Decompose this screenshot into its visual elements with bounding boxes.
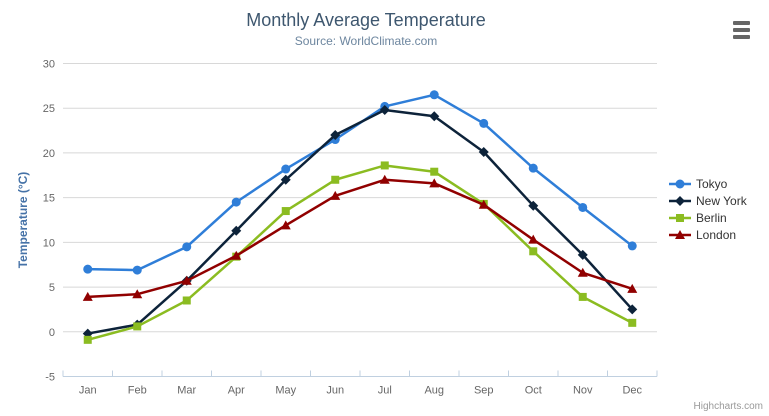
series-line-tokyo bbox=[86, 93, 634, 272]
point-london-triangle-marker[interactable] bbox=[379, 174, 390, 184]
xaxis-label: Jul bbox=[378, 385, 392, 397]
point-tokyo-circle-marker[interactable] bbox=[627, 241, 637, 251]
yaxis-label: 20 bbox=[43, 148, 55, 160]
legend-triangle-marker bbox=[675, 229, 685, 239]
point-new-york-diamond-marker[interactable] bbox=[478, 147, 489, 158]
yaxis-label: 30 bbox=[43, 59, 55, 71]
hamburger-icon bbox=[733, 35, 750, 39]
legend-circle-marker bbox=[675, 179, 685, 188]
point-london-triangle-marker[interactable] bbox=[627, 283, 638, 293]
point-tokyo-circle-marker[interactable] bbox=[182, 242, 192, 252]
legend-label: New York bbox=[696, 193, 747, 208]
point-new-york-diamond-marker[interactable] bbox=[528, 200, 539, 211]
legend-item-berlin[interactable]: Berlin bbox=[669, 209, 747, 226]
point-berlin-square-marker[interactable] bbox=[380, 161, 389, 170]
legend-label: Berlin bbox=[696, 210, 727, 225]
legend-item-tokyo[interactable]: Tokyo bbox=[669, 175, 747, 192]
xaxis-label: Jan bbox=[79, 385, 97, 397]
point-berlin-square-marker[interactable] bbox=[182, 296, 191, 305]
hamburger-icon bbox=[733, 28, 750, 32]
point-berlin-square-marker[interactable] bbox=[628, 318, 637, 327]
legend-diamond-marker bbox=[675, 195, 685, 206]
yaxis-label: 25 bbox=[43, 103, 55, 115]
point-tokyo-circle-marker[interactable] bbox=[83, 264, 93, 274]
xaxis-label: Oct bbox=[525, 385, 542, 397]
yaxis-title: Temperature (°C) bbox=[16, 172, 30, 269]
point-berlin-square-marker[interactable] bbox=[578, 292, 587, 301]
point-london-triangle-marker[interactable] bbox=[478, 199, 489, 209]
xaxis-label: Nov bbox=[573, 385, 593, 397]
xaxis-label: Aug bbox=[424, 385, 444, 397]
point-new-york-diamond-marker[interactable] bbox=[330, 130, 341, 141]
xaxis-label: Sep bbox=[474, 385, 494, 397]
point-london-triangle-marker[interactable] bbox=[132, 289, 143, 299]
series-line-new-york bbox=[86, 108, 634, 335]
chart-subtitle: Source: WorldClimate.com bbox=[294, 34, 438, 48]
point-tokyo-circle-marker[interactable] bbox=[528, 163, 538, 173]
point-london-triangle-marker[interactable] bbox=[577, 267, 588, 277]
series-line-berlin bbox=[86, 164, 634, 342]
context-menu-button[interactable] bbox=[733, 21, 750, 42]
legend-square-marker bbox=[676, 213, 684, 222]
xaxis-label: May bbox=[275, 385, 296, 397]
legend-circle-icon bbox=[669, 179, 691, 188]
point-new-york-diamond-marker[interactable] bbox=[429, 111, 440, 122]
point-london-triangle-marker[interactable] bbox=[82, 291, 93, 301]
legend-diamond-icon bbox=[669, 195, 691, 206]
point-london-triangle-marker[interactable] bbox=[231, 250, 242, 260]
point-berlin-square-marker[interactable] bbox=[83, 335, 92, 344]
legend-triangle-icon bbox=[669, 229, 691, 239]
xaxis-label: Jun bbox=[326, 385, 344, 397]
point-tokyo-circle-marker[interactable] bbox=[281, 164, 291, 174]
legend-item-london[interactable]: London bbox=[669, 226, 747, 243]
point-berlin-square-marker[interactable] bbox=[529, 247, 538, 256]
point-berlin-square-marker[interactable] bbox=[430, 167, 439, 176]
point-london-triangle-marker[interactable] bbox=[280, 220, 291, 230]
yaxis-label: -5 bbox=[45, 372, 55, 384]
series-line-london bbox=[86, 178, 634, 299]
point-berlin-square-marker[interactable] bbox=[281, 207, 290, 216]
xaxis-label: Dec bbox=[622, 385, 642, 397]
point-tokyo-circle-marker[interactable] bbox=[578, 202, 588, 212]
yaxis-label: 10 bbox=[43, 237, 55, 249]
point-tokyo-circle-marker[interactable] bbox=[479, 118, 489, 128]
xaxis-label: Mar bbox=[177, 385, 196, 397]
yaxis-label: 5 bbox=[49, 282, 55, 294]
point-berlin-square-marker[interactable] bbox=[133, 322, 142, 331]
legend-label: Tokyo bbox=[696, 176, 728, 191]
point-london-triangle-marker[interactable] bbox=[429, 178, 440, 188]
point-new-york-diamond-marker[interactable] bbox=[280, 174, 291, 185]
point-london-triangle-marker[interactable] bbox=[528, 234, 539, 244]
chart-title: Monthly Average Temperature bbox=[246, 10, 486, 30]
point-tokyo-circle-marker[interactable] bbox=[429, 90, 439, 100]
xaxis-label: Feb bbox=[128, 385, 147, 397]
credits-link[interactable]: Highcharts.com bbox=[693, 401, 763, 412]
legend: Tokyo New York Berlin London bbox=[669, 175, 747, 243]
legend-item-new-york[interactable]: New York bbox=[669, 192, 747, 209]
point-new-york-diamond-marker[interactable] bbox=[627, 304, 638, 315]
point-new-york-diamond-marker[interactable] bbox=[379, 105, 390, 116]
xaxis-label: Apr bbox=[228, 385, 245, 397]
point-london-triangle-marker[interactable] bbox=[330, 190, 341, 200]
yaxis-label: 15 bbox=[43, 193, 55, 205]
point-london-triangle-marker[interactable] bbox=[181, 275, 192, 285]
legend-square-icon bbox=[669, 213, 691, 222]
legend-label: London bbox=[696, 227, 737, 242]
point-berlin-square-marker[interactable] bbox=[331, 175, 340, 184]
point-new-york-diamond-marker[interactable] bbox=[577, 249, 588, 260]
yaxis-label: 0 bbox=[49, 327, 55, 339]
point-tokyo-circle-marker[interactable] bbox=[132, 265, 142, 275]
point-tokyo-circle-marker[interactable] bbox=[231, 197, 241, 207]
point-new-york-diamond-marker[interactable] bbox=[231, 225, 242, 236]
hamburger-icon bbox=[733, 21, 750, 25]
